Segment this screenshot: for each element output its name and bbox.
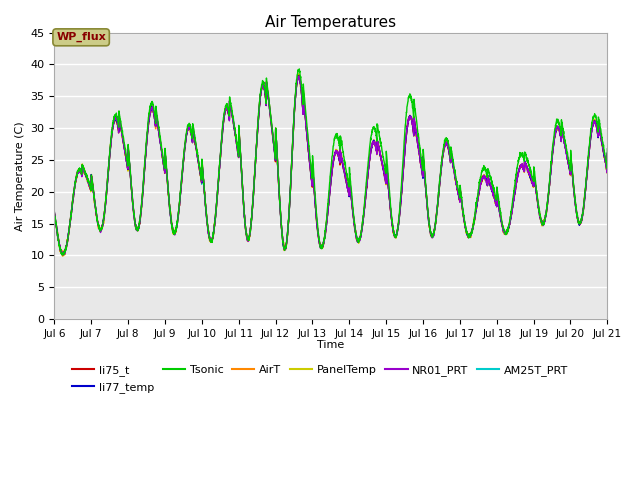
X-axis label: Time: Time bbox=[317, 340, 344, 350]
li77_temp bbox=[534, 196, 541, 202]
Title: Air Temperatures: Air Temperatures bbox=[266, 15, 396, 30]
Tsonic bbox=[58, 252, 66, 258]
li77_temp bbox=[51, 211, 58, 216]
AirT bbox=[287, 183, 294, 189]
PanelTemp bbox=[534, 197, 541, 203]
PanelTemp bbox=[604, 151, 611, 157]
Tsonic bbox=[534, 194, 541, 200]
AirT bbox=[263, 82, 271, 87]
Tsonic bbox=[604, 146, 611, 152]
li75_t bbox=[593, 126, 601, 132]
AM25T_PRT bbox=[147, 110, 154, 116]
li75_t bbox=[263, 80, 271, 85]
Text: WP_flux: WP_flux bbox=[56, 32, 106, 42]
NR01_PRT bbox=[287, 184, 294, 190]
li75_t bbox=[60, 252, 67, 257]
NR01_PRT bbox=[51, 210, 58, 216]
Y-axis label: Air Temperature (C): Air Temperature (C) bbox=[15, 121, 25, 230]
li75_t bbox=[534, 196, 541, 202]
PanelTemp bbox=[147, 108, 154, 113]
li75_t bbox=[604, 151, 611, 157]
NR01_PRT bbox=[60, 252, 67, 257]
li75_t bbox=[114, 122, 122, 128]
AirT bbox=[593, 125, 601, 131]
PanelTemp bbox=[263, 84, 271, 90]
Line: NR01_PRT: NR01_PRT bbox=[54, 76, 607, 254]
AM25T_PRT bbox=[60, 252, 67, 258]
AirT bbox=[51, 209, 58, 215]
Line: AirT: AirT bbox=[54, 75, 607, 256]
PanelTemp bbox=[59, 253, 67, 259]
NR01_PRT bbox=[604, 150, 611, 156]
NR01_PRT bbox=[263, 81, 271, 86]
AirT bbox=[114, 120, 122, 125]
li75_t bbox=[287, 183, 294, 189]
li75_t bbox=[51, 211, 58, 217]
Line: li75_t: li75_t bbox=[54, 75, 607, 254]
li77_temp bbox=[114, 122, 122, 128]
AM25T_PRT bbox=[604, 151, 611, 157]
NR01_PRT bbox=[114, 121, 122, 127]
Line: AM25T_PRT: AM25T_PRT bbox=[54, 76, 607, 255]
NR01_PRT bbox=[147, 110, 154, 116]
AirT bbox=[295, 72, 303, 78]
AirT bbox=[59, 253, 67, 259]
Tsonic bbox=[147, 102, 154, 108]
li77_temp bbox=[593, 124, 601, 130]
PanelTemp bbox=[51, 212, 58, 218]
NR01_PRT bbox=[593, 125, 601, 131]
li77_temp bbox=[147, 108, 154, 114]
AM25T_PRT bbox=[534, 196, 541, 202]
Tsonic bbox=[263, 78, 271, 84]
PanelTemp bbox=[294, 71, 302, 77]
AM25T_PRT bbox=[294, 73, 302, 79]
li77_temp bbox=[263, 82, 271, 87]
AM25T_PRT bbox=[263, 82, 271, 87]
Tsonic bbox=[114, 119, 122, 124]
Line: PanelTemp: PanelTemp bbox=[54, 74, 607, 256]
li77_temp bbox=[295, 73, 303, 79]
PanelTemp bbox=[114, 124, 122, 130]
Tsonic bbox=[51, 210, 58, 216]
Tsonic bbox=[593, 120, 601, 125]
Line: li77_temp: li77_temp bbox=[54, 76, 607, 255]
li77_temp bbox=[59, 252, 67, 258]
NR01_PRT bbox=[295, 73, 303, 79]
li77_temp bbox=[287, 183, 294, 189]
AirT bbox=[604, 152, 611, 157]
AirT bbox=[147, 109, 154, 115]
li75_t bbox=[147, 108, 154, 114]
li75_t bbox=[295, 72, 303, 78]
Legend: li75_t, li77_temp, Tsonic, AirT, PanelTemp, NR01_PRT, AM25T_PRT: li75_t, li77_temp, Tsonic, AirT, PanelTe… bbox=[71, 364, 569, 394]
AM25T_PRT bbox=[114, 122, 122, 128]
Line: Tsonic: Tsonic bbox=[54, 69, 607, 255]
NR01_PRT bbox=[534, 197, 541, 203]
PanelTemp bbox=[287, 183, 294, 189]
AM25T_PRT bbox=[51, 209, 58, 215]
PanelTemp bbox=[593, 123, 601, 129]
Tsonic bbox=[296, 66, 303, 72]
li77_temp bbox=[604, 150, 611, 156]
AM25T_PRT bbox=[593, 125, 601, 131]
AirT bbox=[534, 196, 541, 202]
AM25T_PRT bbox=[287, 184, 294, 190]
Tsonic bbox=[287, 182, 294, 188]
